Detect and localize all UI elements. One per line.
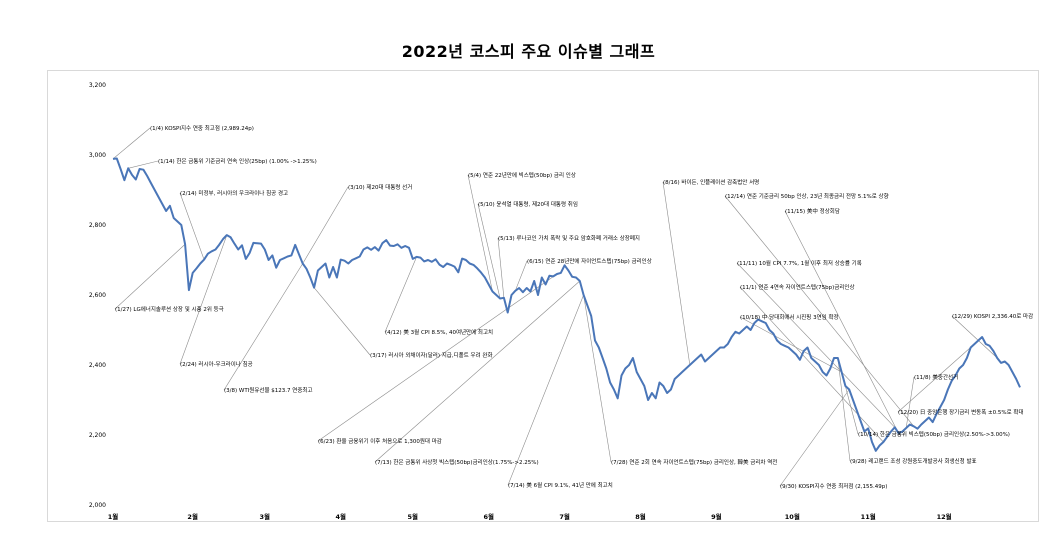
annotation-label: (11/11) 10월 CPI 7.7%, 1월 이후 최저 상승률 기록 (737, 259, 862, 267)
annotation-leader-line (497, 237, 505, 298)
x-tick-label: 6월 (483, 512, 494, 521)
annotation-leader-line (114, 244, 186, 310)
annotation-label: (3/8) WTI원유선물 $123.7 연중최고 (224, 386, 313, 394)
annotation-leader-line (739, 286, 884, 443)
x-tick-label: 5월 (408, 512, 419, 521)
x-tick-label: 11월 (861, 512, 876, 521)
annotation-leader-line (313, 287, 371, 356)
x-tick-label: 7월 (559, 512, 570, 521)
annotation-label: (3/17) 러시아 외채이자(달러) 지급,디폴트 우려 완화 (370, 351, 493, 359)
annotation-leader-line (179, 235, 228, 365)
annotation-label: (11/15) 美中 정상회담 (785, 207, 840, 215)
annotation-label: (7/28) 연준 2회 연속 자이언트스텝(75bp) 금리인상, 韓美 금리… (611, 458, 777, 466)
annotation-label: (1/14) 한은 금통위 기준금리 연속 인상(25bp) (1.00% ->… (158, 157, 317, 165)
annotation-leader-line (112, 127, 151, 160)
annotation-leader-line (724, 195, 914, 427)
annotation-label: (5/4) 연준 22년만에 빅스텝(50bp) 금리 인상 (468, 171, 576, 179)
annotation-leader-line (583, 294, 612, 463)
annotation-leader-line (662, 181, 691, 366)
x-tick-label: 10월 (785, 512, 800, 521)
annotation-leader-line (179, 192, 205, 260)
annotation-label: (2/14) 미정부, 러시아의 우크라이나 침공 경고 (180, 189, 288, 197)
annotation-label: (12/14) 연준 기준금리 50bp 인상, 23년 최종금리 전망 5.1… (725, 192, 889, 200)
annotation-leader-line (951, 315, 998, 359)
annotation-label: (2/24) 러시아-우크라이나 침공 (180, 360, 253, 368)
annotation-label: (5/10) 윤석열 대통령, 제20대 대통령 취임 (478, 200, 578, 208)
y-tick-label: 3,000 (89, 152, 106, 159)
chart-area (47, 70, 1039, 522)
x-tick-label: 12월 (937, 512, 952, 521)
annotation-label: (7/14) 美 6월 CPI 9.1%, 41년 만에 최고치 (508, 481, 613, 489)
y-tick-label: 2,000 (89, 502, 106, 509)
annotation-label: (9/28) 레고랜드 조성 강원중도개발공사 회생신청 발표 (850, 457, 977, 465)
annotation-leader-line (784, 210, 899, 434)
annotation-label: (6/23) 환율 금융위기 이후 처음으로 1,300원대 마감 (318, 437, 442, 445)
annotation-label: (11/8) 美중간선거 (914, 373, 958, 381)
x-tick-label: 4월 (335, 512, 346, 521)
annotation-leader-line (779, 389, 850, 487)
annotation-leader-line (514, 260, 528, 291)
annotation-leader-line (905, 376, 915, 429)
annotation-leader-line (897, 343, 975, 413)
annotation-label: (3/10) 제20대 대통령 선거 (348, 183, 412, 191)
x-tick-label: 3월 (260, 512, 271, 521)
annotation-leader-line (317, 273, 558, 442)
x-tick-label: 9월 (711, 512, 722, 521)
annotation-label: (8/16) 바이든, 인플레이션 감축법안 서명 (663, 178, 759, 186)
y-tick-label: 3,200 (89, 82, 106, 89)
annotation-label: (5/13) 루나코인 가치 폭락 및 주요 암호화폐 거래소 상장폐지 (498, 234, 640, 242)
annotation-leader-line (739, 316, 842, 373)
annotation-leader-line (223, 263, 304, 391)
annotation-label: (10/18) 中 당대회에서 시진핑 3연임 확정 (740, 313, 839, 321)
annotation-label: (1/27) LG에너지솔루션 상장 및 시총 2위 등극 (115, 305, 224, 313)
annotation-leader-line (477, 203, 501, 299)
annotation-leader-line (467, 174, 493, 292)
annotation-label: (7/13) 한은 금통위 사상첫 빅스텝(50bp)금리인상(1.75%->2… (375, 458, 539, 466)
annotation-leader-line (736, 262, 895, 428)
annotation-label: (12/29) KOSPI 2,336.40로 마감 (952, 312, 1033, 320)
annotation-leader-line (837, 357, 851, 462)
x-tick-label: 2월 (187, 512, 198, 521)
annotation-label: (12/20) 日 중앙은행 장기금리 변동폭 ±0.5%로 확대 (898, 408, 1024, 416)
annotation-label: (10/14) 한은 금통위 빅스텝(50bp) 금리인상(2.50%->3.0… (858, 430, 1010, 438)
y-tick-label: 2,600 (89, 292, 106, 299)
y-tick-label: 2,400 (89, 362, 106, 369)
annotation-leader-line (128, 160, 159, 169)
annotation-leader-line (507, 294, 584, 486)
annotation-leader-line (302, 186, 349, 264)
annotation-leader-line (374, 280, 580, 463)
annotation-label: (4/12) 美 3월 CPI 8.5%, 40여년만에 최고치 (385, 328, 493, 336)
annotation-leader-line (384, 256, 417, 333)
annotation-label: (11/1) 연준 4연속 자이언트스텝(75bp)금리인상 (740, 283, 855, 291)
y-tick-label: 2,200 (89, 432, 106, 439)
annotation-label: (1/4) KOSPI지수 연중 최고점 (2,989.24p) (150, 124, 254, 132)
kospi-series-line (112, 157, 1021, 452)
annotation-label: (6/15) 연준 28년만에 자이언트스텝(75bp) 금리인상 (527, 257, 652, 265)
x-tick-label: 1월 (108, 512, 119, 521)
y-tick-label: 2,800 (89, 222, 106, 229)
x-tick-label: 8월 (635, 512, 646, 521)
chart-title: 2022년 코스피 주요 이슈별 그래프 (401, 42, 656, 61)
annotation-label: (9/30) KOSPI지수 연중 최저점 (2,155.49p) (780, 482, 887, 490)
